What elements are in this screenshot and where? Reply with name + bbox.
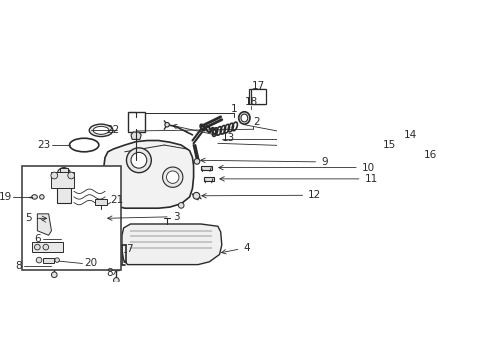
Polygon shape xyxy=(204,177,214,181)
Circle shape xyxy=(43,244,49,250)
Bar xyxy=(96,199,107,206)
Text: 20: 20 xyxy=(84,258,98,269)
Bar xyxy=(127,112,145,132)
Circle shape xyxy=(193,192,200,199)
Bar xyxy=(22,166,121,270)
Bar xyxy=(51,171,74,189)
Ellipse shape xyxy=(32,195,37,199)
Text: 10: 10 xyxy=(219,163,375,172)
Bar xyxy=(57,174,71,203)
Polygon shape xyxy=(201,166,212,170)
Polygon shape xyxy=(37,214,51,235)
Text: 8: 8 xyxy=(16,261,22,271)
Polygon shape xyxy=(104,140,194,208)
Circle shape xyxy=(126,148,151,173)
Text: 3: 3 xyxy=(108,212,179,222)
Ellipse shape xyxy=(40,195,44,199)
Text: 17: 17 xyxy=(252,81,265,91)
Circle shape xyxy=(114,278,119,283)
Ellipse shape xyxy=(89,124,113,136)
Text: 5: 5 xyxy=(25,213,47,223)
Text: 22: 22 xyxy=(106,125,119,135)
Bar xyxy=(60,168,69,175)
Ellipse shape xyxy=(241,114,248,122)
Text: 18: 18 xyxy=(245,97,258,107)
Circle shape xyxy=(165,122,170,127)
Circle shape xyxy=(36,257,42,263)
Text: 7: 7 xyxy=(126,244,132,254)
Bar xyxy=(43,258,54,264)
Circle shape xyxy=(34,244,40,250)
Text: 12: 12 xyxy=(202,190,321,200)
Ellipse shape xyxy=(239,112,250,124)
Circle shape xyxy=(51,272,57,278)
Circle shape xyxy=(57,168,71,181)
Polygon shape xyxy=(122,224,222,265)
Text: 1: 1 xyxy=(231,104,238,114)
Text: 16: 16 xyxy=(424,150,437,159)
Text: 21: 21 xyxy=(111,195,124,205)
Text: 23: 23 xyxy=(37,140,50,150)
Text: 8: 8 xyxy=(106,268,112,278)
Text: 14: 14 xyxy=(403,130,416,140)
Text: 19: 19 xyxy=(0,192,12,202)
Text: 6: 6 xyxy=(35,234,41,244)
Bar xyxy=(50,216,55,222)
Circle shape xyxy=(51,172,58,179)
Text: 13: 13 xyxy=(172,124,235,143)
Circle shape xyxy=(167,171,179,183)
Circle shape xyxy=(55,258,59,262)
Circle shape xyxy=(131,152,147,168)
Text: 2: 2 xyxy=(253,117,260,127)
Circle shape xyxy=(194,158,200,164)
Circle shape xyxy=(163,167,183,187)
Ellipse shape xyxy=(93,126,109,134)
Bar xyxy=(250,89,267,104)
Polygon shape xyxy=(66,211,107,232)
Text: 15: 15 xyxy=(383,140,396,150)
Circle shape xyxy=(178,203,184,208)
Text: 11: 11 xyxy=(220,174,378,184)
Text: 4: 4 xyxy=(221,243,250,254)
Polygon shape xyxy=(131,132,141,139)
Circle shape xyxy=(114,204,119,210)
Bar xyxy=(32,242,63,252)
Bar xyxy=(249,89,265,104)
Circle shape xyxy=(68,172,74,179)
Text: 9: 9 xyxy=(201,157,328,167)
